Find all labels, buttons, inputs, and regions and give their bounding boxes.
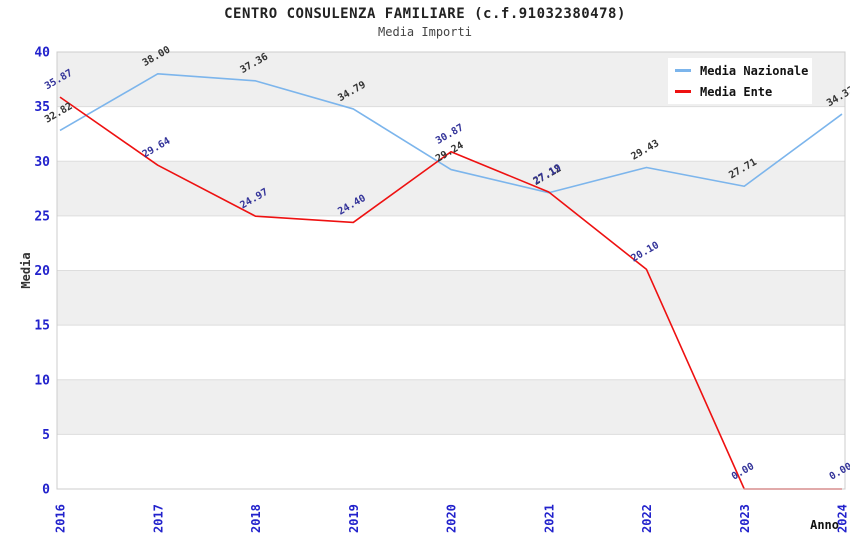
y-axis-title: Media (19, 252, 33, 288)
legend-item-media-nazionale: Media Nazionale (668, 60, 812, 81)
x-tick-label: 2024 (836, 504, 850, 533)
y-tick-label: 25 (34, 209, 50, 224)
point-label: 29.43 (629, 138, 661, 163)
series-line-media-nazionale (59, 73, 843, 194)
x-tick-label: 2019 (347, 504, 361, 533)
grid-band (57, 270, 845, 326)
y-tick-label: 20 (34, 264, 50, 279)
y-tick-label: 35 (34, 100, 50, 115)
x-tick-label: 2017 (151, 504, 165, 533)
x-tick-label: 2018 (249, 504, 263, 533)
chart-subtitle: Media Importi (378, 25, 472, 39)
grid-band (57, 379, 845, 435)
y-tick-label: 10 (34, 373, 50, 388)
point-label: 20.10 (629, 240, 661, 265)
y-tick-label: 40 (34, 46, 50, 61)
plot-border (56, 51, 846, 490)
y-tick-label: 30 (34, 155, 50, 170)
line-swatch-nazionale-icon (675, 69, 691, 72)
x-axis-title: Anno (810, 518, 839, 532)
x-tick-label: 2022 (640, 504, 654, 533)
x-tick-label: 2023 (738, 504, 752, 533)
legend-item-media-ente: Media Ente (668, 81, 812, 102)
y-tick-label: 0 (42, 483, 50, 498)
chart-title: CENTRO CONSULENZA FAMILIARE (c.f.9103238… (224, 6, 626, 22)
y-tick-label: 5 (42, 428, 50, 443)
legend: Media Nazionale Media Ente (668, 58, 812, 104)
x-tick-label: 2021 (542, 504, 556, 533)
x-tick-label: 2020 (445, 504, 459, 533)
line-swatch-ente-icon (675, 90, 691, 93)
y-tick-label: 15 (34, 319, 50, 334)
point-label: 29.64 (141, 136, 173, 161)
point-label: 0.00 (828, 461, 850, 483)
series-line-media-ente (59, 96, 842, 490)
legend-label-media-ente: Media Ente (700, 84, 773, 99)
x-tick-label: 2016 (54, 504, 68, 533)
legend-label-media-nazionale: Media Nazionale (700, 63, 809, 78)
